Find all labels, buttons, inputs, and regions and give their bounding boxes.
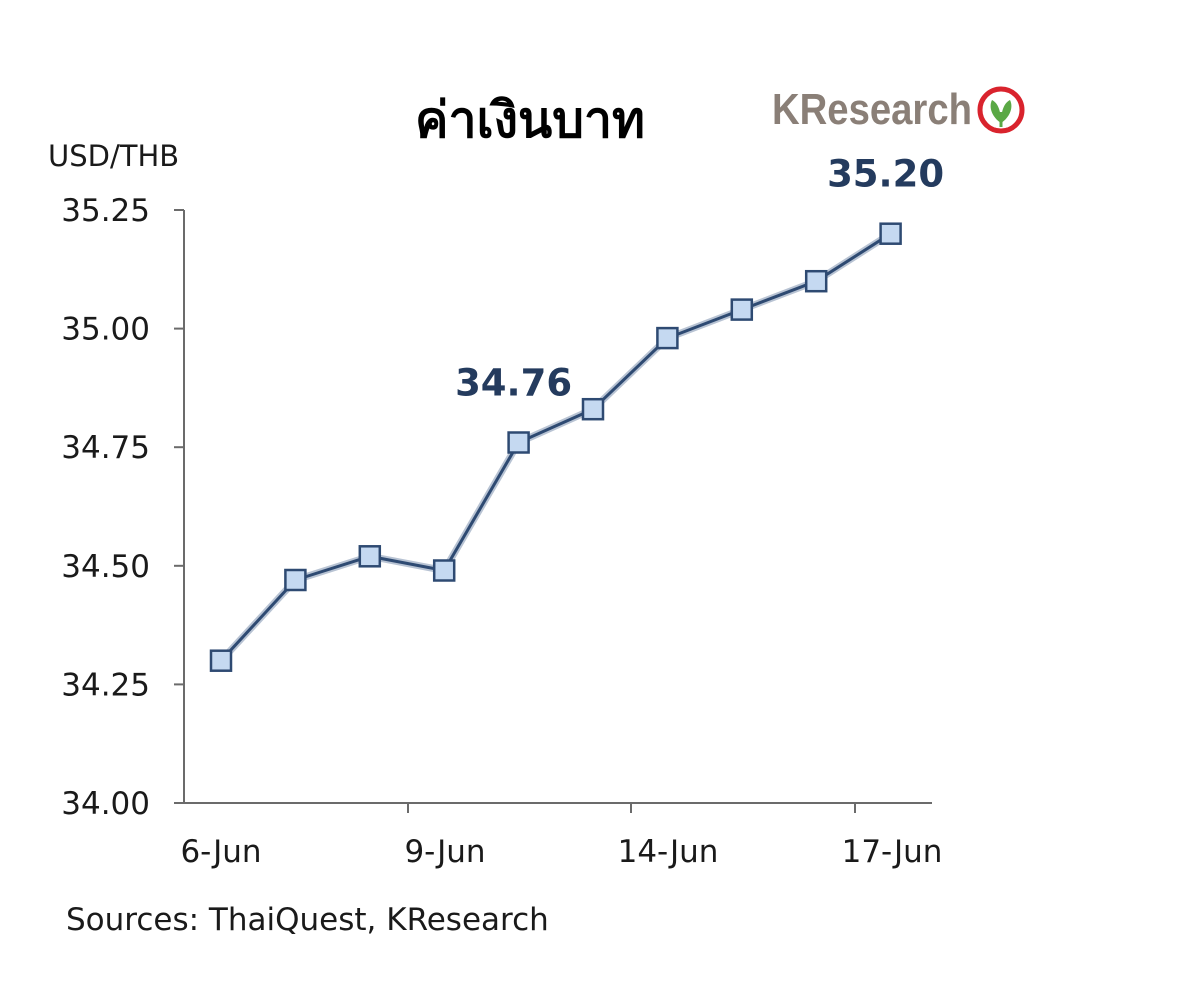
x-tick-label: 9-Jun bbox=[404, 834, 485, 870]
data-point-marker bbox=[581, 397, 605, 421]
data-point-marker bbox=[432, 559, 456, 582]
kresearch-logo: KResearch bbox=[772, 85, 1025, 134]
data-point-marker bbox=[507, 431, 530, 454]
data-label: 34.76 bbox=[455, 362, 572, 405]
data-point-marker bbox=[730, 298, 754, 321]
logo-text: KResearch bbox=[772, 85, 972, 134]
chart-title: ค่าเงินบาท bbox=[415, 91, 645, 149]
y-tick-label: 34.00 bbox=[61, 786, 150, 822]
data-point-marker bbox=[358, 545, 382, 568]
series-line-shadow bbox=[218, 230, 893, 664]
data-point-marker bbox=[284, 568, 307, 592]
kasikorn-leaf-logo-icon bbox=[977, 86, 1025, 134]
y-tick-label: 34.25 bbox=[61, 667, 150, 703]
x-tick-label: 17-Jun bbox=[842, 834, 943, 870]
y-tick-label: 34.75 bbox=[61, 430, 150, 466]
x-tick-label: 6-Jun bbox=[180, 834, 261, 870]
data-point-marker bbox=[804, 269, 828, 293]
data-point-marker bbox=[209, 649, 233, 672]
y-axis-ticks: 34.00 34.25 34.50 34.75 35.00 35.25 bbox=[61, 193, 184, 822]
y-tick-label: 34.50 bbox=[61, 549, 150, 585]
data-point-marker bbox=[879, 222, 902, 245]
series-usd-thb bbox=[209, 222, 902, 672]
axes bbox=[183, 210, 932, 804]
data-annotations: 34.76 35.20 bbox=[455, 153, 944, 405]
x-axis-ticks: 6-Jun 9-Jun 14-Jun 17-Jun bbox=[180, 803, 942, 870]
data-point-marker bbox=[656, 326, 679, 350]
data-label: 35.20 bbox=[827, 153, 944, 196]
y-tick-label: 35.25 bbox=[61, 193, 150, 229]
series-line bbox=[219, 232, 892, 662]
y-axis-unit-label: USD/THB bbox=[48, 139, 179, 173]
y-tick-label: 35.00 bbox=[61, 312, 150, 348]
source-note: Sources: ThaiQuest, KResearch bbox=[66, 902, 549, 938]
x-tick-label: 14-Jun bbox=[618, 834, 719, 870]
